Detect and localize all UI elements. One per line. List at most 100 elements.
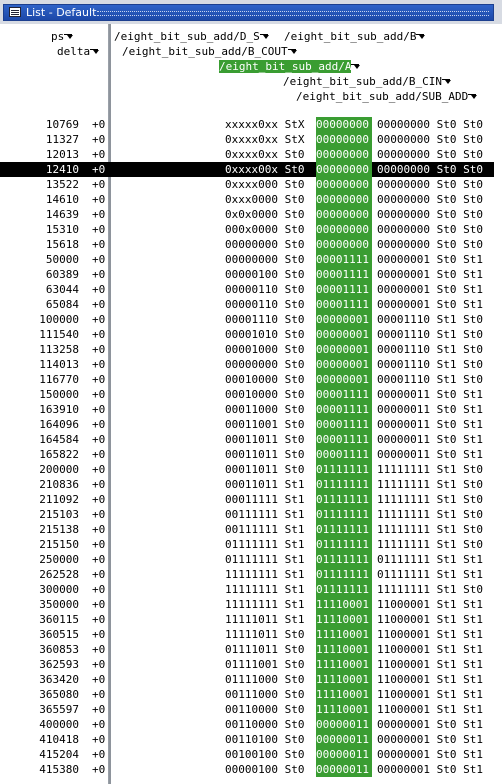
delta-value: +0 (92, 373, 106, 386)
cout-cin-subadd-values: 11000001 St1 St1 (377, 643, 483, 656)
a-value: 01111111 (316, 537, 372, 552)
ds-b-values: 00000000 St0 (225, 358, 305, 371)
list-row[interactable]: 15618 +0 00000000 St0 00000000 00000000 St0 … (0, 237, 494, 252)
list-row[interactable]: 113258 +0 00001000 St0 00000001 00001110 St1… (0, 342, 494, 357)
list-row[interactable]: 60389 +0 00000100 St0 00001111 00000001 St0 … (0, 267, 494, 282)
list-row[interactable]: 250000 +0 01111111 St1 01111111 01111111 St1… (0, 552, 494, 567)
ds-b-values: 01111111 St1 (225, 538, 305, 551)
list-row[interactable]: 362593 +0 01111001 St0 11110001 11000001 St1… (0, 657, 494, 672)
list-row[interactable]: 400000 +0 00110000 St0 00000011 00000001 St0… (0, 717, 494, 732)
signal-header-d-s[interactable]: /eight_bit_sub_add/D_S (114, 29, 270, 44)
ds-b-values: 11111111 St1 (225, 568, 305, 581)
list-row[interactable]: 215150 +0 01111111 St1 01111111 11111111 St1… (0, 537, 494, 552)
delta-value: +0 (92, 178, 106, 191)
signal-header-b-cin[interactable]: /eight_bit_sub_add/B_CIN (283, 74, 452, 89)
list-row[interactable]: 360515 +0 11111011 St0 11110001 11000001 St1… (0, 627, 494, 642)
list-row[interactable]: 363420 +0 01111000 St0 11110001 11000001 St1… (0, 672, 494, 687)
ds-b-values: 00110100 St0 (225, 733, 305, 746)
list-row[interactable]: 415204 +0 00100100 St0 00000011 00000001 St0… (0, 747, 494, 762)
list-row[interactable]: 200000 +0 00011011 St0 01111111 11111111 St1… (0, 462, 494, 477)
list-row[interactable]: 100000 +0 00001110 St0 00000001 00001110 St1… (0, 312, 494, 327)
list-row[interactable]: 13522 +0 0xxxx000 St0 00000000 00000000 St0 … (0, 177, 494, 192)
list-row[interactable]: 116770 +0 00010000 St0 00000001 00001110 St1… (0, 372, 494, 387)
list-row[interactable]: 15310 +0 000x0000 St0 00000000 00000000 St0 … (0, 222, 494, 237)
delta-value: +0 (92, 538, 106, 551)
sort-arrow-icon (90, 47, 100, 57)
ds-b-values: 00111111 St1 (225, 523, 305, 536)
list-row[interactable]: 164584 +0 00011011 St0 00001111 00000011 St0… (0, 432, 494, 447)
signal-name: /eight_bit_sub_add/A (219, 60, 352, 73)
scroll-area[interactable] (494, 117, 502, 784)
list-row[interactable]: 410418 +0 00110100 St0 00000011 00000001 St0… (0, 732, 494, 747)
a-value: 11110001 (316, 702, 372, 717)
list-row[interactable]: 11327 +0 0xxxx0xx StX 00000000 00000000 St0 … (0, 132, 494, 147)
cout-cin-subadd-values: 00000001 St0 St1 (377, 268, 483, 281)
list-row[interactable]: 163910 +0 00011000 St0 00001111 00000011 St0… (0, 402, 494, 417)
list-row[interactable]: 14610 +0 0xxx0000 St0 00000000 00000000 St0 … (0, 192, 494, 207)
cout-cin-subadd-values: 00000000 St0 St0 (377, 148, 483, 161)
ps-value: 350000 (39, 598, 79, 611)
a-value: 00000000 (316, 177, 372, 192)
list-row[interactable]: 211092 +0 00011111 St1 01111111 11111111 St1… (0, 492, 494, 507)
list-row[interactable]: 165822 +0 00011011 St0 00001111 00000011 St0… (0, 447, 494, 462)
list-row[interactable]: 14639 +0 0x0x0000 St0 00000000 00000000 St0 … (0, 207, 494, 222)
delta-value: +0 (92, 613, 106, 626)
list-row[interactable]: 111540 +0 00001010 St0 00000001 00001110 St1… (0, 327, 494, 342)
signal-header-sub-add[interactable]: /eight_bit_sub_add/SUB_ADD (296, 89, 478, 104)
ds-b-values: 00000000 St0 (225, 238, 305, 251)
list-row[interactable]: 150000 +0 00010000 St0 00001111 00000011 St0… (0, 387, 494, 402)
cout-cin-subadd-values: 00000000 St0 St0 (377, 208, 483, 221)
a-value: 00001111 (316, 417, 372, 432)
delta-value: +0 (92, 133, 106, 146)
cout-cin-subadd-values: 00001110 St1 St0 (377, 328, 483, 341)
list-row[interactable]: 12013 +0 0xxxx0xx St0 00000000 00000000 St0 … (0, 147, 494, 162)
list-row[interactable]: 50000 +0 00000000 St0 00001111 00000001 St0 … (0, 252, 494, 267)
list-row[interactable]: 65084 +0 00000110 St0 00001111 00000001 St0 … (0, 297, 494, 312)
list-row[interactable]: 164096 +0 00011001 St0 00001111 00000011 St0… (0, 417, 494, 432)
signal-header-b[interactable]: /eight_bit_sub_add/B (284, 29, 426, 44)
window-titlebar[interactable]: List - Default (0, 0, 502, 24)
list-row[interactable]: 262528 +0 11111111 St1 01111111 01111111 St1… (0, 567, 494, 582)
signal-header-b-cout[interactable]: /eight_bit_sub_add/B_COUT (122, 44, 298, 59)
list-row[interactable]: 415380 +0 00000100 St0 00000011 00000001 St0… (0, 762, 494, 777)
titlebar-bar[interactable]: List - Default (3, 4, 494, 21)
list-row[interactable]: 360115 +0 11111011 St1 11110001 11000001 St1… (0, 612, 494, 627)
a-value: 00001111 (316, 432, 372, 447)
ps-value: 114013 (39, 358, 79, 371)
delta-header[interactable]: delta (57, 44, 100, 59)
delta-value: +0 (92, 733, 106, 746)
list-row[interactable]: 350000 +0 11111111 St1 11110001 11000001 St1… (0, 597, 494, 612)
delta-value: +0 (92, 568, 106, 581)
delta-value: +0 (92, 688, 106, 701)
delta-value: +0 (92, 208, 106, 221)
list-row[interactable]: 210836 +0 00011011 St1 01111111 11111111 St1… (0, 477, 494, 492)
ps-value: 164584 (39, 433, 79, 446)
a-value: 00000000 (316, 147, 372, 162)
list-row[interactable]: 365080 +0 00111000 St0 11110001 11000001 St1… (0, 687, 494, 702)
a-value: 00000000 (316, 237, 372, 252)
cout-cin-subadd-values: 01111111 St1 St1 (377, 553, 483, 566)
titlebar-drag-handle[interactable] (97, 11, 489, 16)
cout-cin-subadd-values: 00000001 St0 St1 (377, 253, 483, 266)
list-row[interactable]: 215103 +0 00111111 St1 01111111 11111111 St1… (0, 507, 494, 522)
list-row[interactable]: 365597 +0 00110000 St0 11110001 11000001 St1… (0, 702, 494, 717)
sort-arrow-icon (441, 77, 452, 87)
ds-b-values: 00011001 St0 (225, 418, 305, 431)
a-value: 00001111 (316, 267, 372, 282)
cout-cin-subadd-values: 00000000 St0 St0 (377, 133, 483, 146)
sort-arrow-icon (416, 32, 426, 42)
list-row[interactable]: 12410 +0 0xxxx00x St0 00000000 00000000 St0 … (0, 162, 494, 177)
list-row[interactable]: 10769 +0 xxxxx0xx StX 00000000 00000000 St0 … (0, 117, 494, 132)
delta-value: +0 (92, 508, 106, 521)
ps-header[interactable]: ps (51, 29, 74, 44)
list-row[interactable]: 300000 +0 11111111 St1 01111111 11111111 St1… (0, 582, 494, 597)
ps-value: 211092 (39, 493, 79, 506)
signal-header-a[interactable]: /eight_bit_sub_add/A (219, 59, 361, 74)
a-value: 00000001 (316, 357, 372, 372)
list-row[interactable]: 63044 +0 00000110 St0 00001111 00000001 St0 … (0, 282, 494, 297)
ds-b-values: 0xxx0000 St0 (225, 193, 305, 206)
list-row[interactable]: 114013 +0 00000000 St0 00000001 00001110 St1… (0, 357, 494, 372)
list-row[interactable]: 215138 +0 00111111 St1 01111111 11111111 St1… (0, 522, 494, 537)
list-row[interactable]: 360853 +0 01111011 St0 11110001 11000001 St1… (0, 642, 494, 657)
pane-splitter[interactable] (109, 24, 111, 784)
